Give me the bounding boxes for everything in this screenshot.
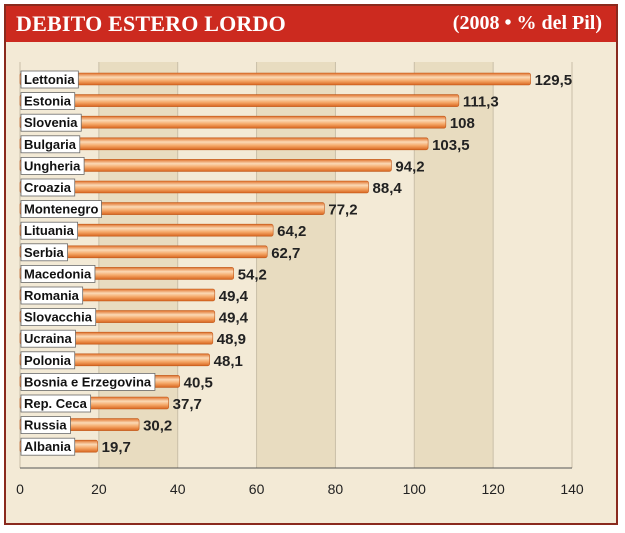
category-label-box: [20, 351, 76, 370]
value-label: 37,7: [173, 396, 202, 413]
category-label-box: [20, 264, 96, 283]
category-label-box: [20, 243, 68, 262]
bar: [19, 137, 429, 151]
category-label: Bulgaria: [24, 137, 77, 152]
x-tick-label: 80: [328, 481, 344, 497]
category-label: Romania: [24, 288, 80, 303]
category-label-box: [20, 70, 79, 89]
category-label: Macedonia: [24, 266, 92, 281]
bar: [19, 94, 460, 107]
x-tick-label: 20: [91, 481, 107, 497]
value-label: 94,2: [395, 158, 424, 175]
category-label: Croazia: [24, 180, 72, 195]
category-label: Ucraina: [24, 331, 72, 346]
value-label: 111,3: [463, 94, 499, 111]
category-label: Slovenia: [24, 115, 78, 130]
bar: [19, 72, 531, 86]
value-label: 77,2: [328, 202, 357, 219]
category-label: Slovacchia: [24, 310, 93, 325]
category-label: Bosnia e Erzegovina: [24, 374, 152, 389]
bar-layer: Lettonia 129,5 Estonia 111,3 Slovenia 108 Bulg…: [19, 70, 573, 456]
category-label-box: [20, 416, 71, 435]
x-axis: 0 20 40 60 80 100 120 140: [16, 467, 584, 497]
category-label-box: [20, 156, 85, 175]
bar: [19, 223, 274, 237]
chart-title: DEBITO ESTERO LORDO: [16, 11, 286, 36]
category-label: Lituania: [24, 223, 75, 238]
x-tick-label: 40: [170, 481, 186, 497]
category-label: Serbia: [24, 245, 65, 260]
x-tick-label: 60: [249, 481, 265, 497]
category-label-box: [20, 394, 92, 413]
value-label: 48,1: [214, 353, 243, 370]
grid-band: [256, 62, 336, 468]
value-label: 88,4: [373, 180, 403, 197]
category-label: Estonia: [24, 94, 72, 109]
category-label-box: [20, 221, 79, 240]
x-tick-label: 140: [560, 481, 584, 497]
value-label: 64,2: [277, 223, 306, 240]
value-label: 54,2: [238, 266, 267, 283]
value-label: 49,4: [219, 310, 249, 327]
category-label-box: [20, 135, 81, 154]
value-label: 103,5: [432, 137, 470, 154]
x-tick-label: 100: [403, 481, 427, 497]
category-label: Albania: [24, 439, 72, 454]
category-label-box: [20, 92, 76, 110]
value-label: 129,5: [535, 72, 573, 89]
bar: [19, 115, 447, 129]
category-label-box: [20, 372, 156, 391]
bar: [19, 180, 369, 194]
value-label: 49,4: [219, 288, 249, 305]
value-label: 108: [450, 115, 475, 132]
category-label: Montenegro: [24, 202, 98, 217]
category-label: Polonia: [24, 353, 72, 368]
category-label-box: [20, 113, 82, 132]
x-tick-label: 120: [481, 481, 505, 497]
value-label: 62,7: [271, 245, 300, 262]
bar: [19, 245, 268, 259]
category-label-box: [20, 178, 76, 197]
x-tick-label: 0: [16, 481, 24, 497]
category-label-box: [20, 437, 76, 456]
category-label: Ungheria: [24, 158, 81, 173]
category-label-box: [20, 286, 84, 305]
chart-subtitle: (2008 • % del Pil): [452, 12, 602, 34]
chart-header: DEBITO ESTERO LORDO (2008 • % del Pil): [6, 6, 616, 42]
category-label-box: [20, 200, 102, 219]
category-label: Lettonia: [24, 72, 75, 87]
category-label: Russia: [24, 418, 67, 433]
bar: [19, 159, 392, 172]
category-label-box: [20, 329, 76, 348]
value-label: 19,7: [102, 439, 131, 456]
value-label: 40,5: [184, 374, 213, 391]
category-label: Rep. Ceca: [24, 396, 88, 411]
category-label-box: [20, 308, 97, 327]
grid-band: [414, 62, 494, 468]
value-label: 48,9: [217, 331, 246, 348]
value-label: 30,2: [143, 418, 172, 435]
